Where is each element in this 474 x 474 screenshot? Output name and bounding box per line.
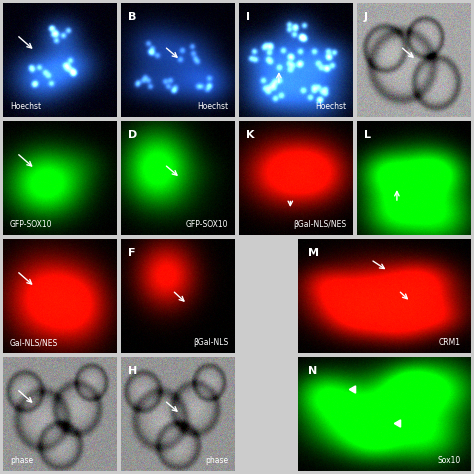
Text: βGal-NLS/NES: βGal-NLS/NES [293, 220, 346, 229]
Text: I: I [246, 12, 250, 22]
Text: Hoechst: Hoechst [197, 102, 228, 111]
Text: Hoechst: Hoechst [315, 102, 346, 111]
Text: F: F [128, 248, 136, 258]
Text: N: N [309, 366, 318, 376]
Text: M: M [309, 248, 319, 258]
Text: D: D [128, 130, 137, 140]
Text: L: L [364, 130, 371, 140]
Text: Gal-NLS/NES: Gal-NLS/NES [10, 338, 58, 347]
Text: phase: phase [205, 456, 228, 465]
Text: K: K [246, 130, 255, 140]
Text: J: J [364, 12, 368, 22]
Text: GFP-SOX10: GFP-SOX10 [186, 220, 228, 229]
Text: βGal-NLS: βGal-NLS [193, 338, 228, 347]
Text: Sox10: Sox10 [438, 456, 461, 465]
Text: GFP-SOX10: GFP-SOX10 [10, 220, 52, 229]
Text: CRM1: CRM1 [438, 338, 461, 347]
Text: Hoechst: Hoechst [10, 102, 41, 111]
Text: phase: phase [10, 456, 33, 465]
Text: B: B [128, 12, 136, 22]
Text: H: H [128, 366, 137, 376]
